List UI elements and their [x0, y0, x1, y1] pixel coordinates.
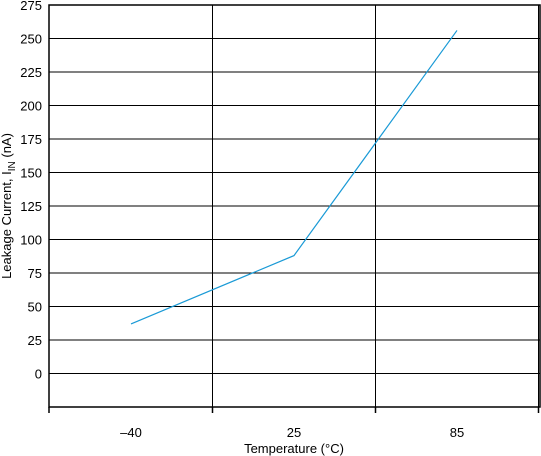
gridlines [49, 5, 540, 407]
series-group [130, 30, 458, 325]
y-tick-label: 150 [20, 166, 42, 181]
y-tick-label: 175 [20, 132, 42, 147]
x-tick-label: 85 [450, 425, 464, 440]
y-tick-label: 200 [20, 99, 42, 114]
y-axis-title-unit: (nA) [0, 133, 14, 161]
y-tick-label: 125 [20, 199, 42, 214]
plot-frame [48, 4, 541, 408]
y-tick-label: 75 [28, 266, 42, 281]
y-axis-title: Leakage Current, IIN (nA) [0, 133, 18, 279]
x-axis-title: Temperature (°C) [244, 441, 344, 456]
x-tick-label: –40 [120, 425, 142, 440]
y-tick-label: 225 [20, 65, 42, 80]
y-tick-label: 250 [20, 32, 42, 47]
x-tick-label: 25 [287, 425, 301, 440]
y-axis-title-subscript: IN [7, 161, 18, 171]
y-tick-label: 275 [20, 0, 42, 13]
y-tick-label: 50 [28, 300, 42, 315]
y-tick-label: 25 [28, 333, 42, 348]
x-axis-ticks [48, 407, 540, 413]
y-tick-label: 0 [35, 367, 42, 382]
x-tick-labels: –40 25 85 [120, 425, 464, 440]
y-axis-title-main: Leakage Current, I [0, 171, 14, 279]
y-tick-label: 100 [20, 233, 42, 248]
series-line [130, 30, 458, 325]
